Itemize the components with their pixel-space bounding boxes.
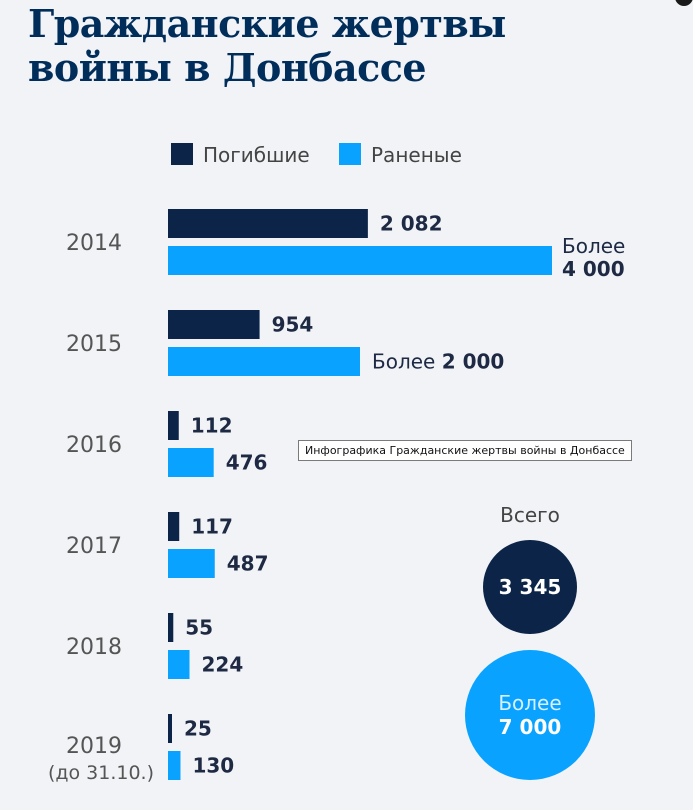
- data-label-wounded-2015: Более 2 000: [372, 350, 504, 374]
- data-label-killed-2018: 55: [185, 616, 213, 640]
- data-label-killed-2019: 25: [184, 717, 212, 741]
- bar-killed-2014: [168, 209, 368, 238]
- bar-killed-2019: [168, 714, 172, 743]
- corner-dot: [675, 0, 693, 6]
- year-label-2016: 2016: [66, 433, 122, 458]
- legend-swatch-wounded: [339, 143, 361, 165]
- year-label-2017: 2017: [66, 534, 122, 559]
- year-note-2019: (до 31.10.): [48, 762, 154, 784]
- bar-killed-2017: [168, 512, 180, 541]
- year-label-2018: 2018: [66, 635, 122, 660]
- data-label-wounded-2014: 4 000: [562, 257, 625, 281]
- year-label-2019: 2019: [66, 734, 122, 759]
- legend-label-killed: Погибшие: [203, 143, 310, 167]
- bar-wounded-2017: [168, 549, 215, 578]
- total-wounded-circle: Более 7 000: [465, 650, 595, 780]
- bar-wounded-2016: [168, 448, 214, 477]
- bar-killed-2016: [168, 411, 179, 440]
- data-label-killed-2016: 112: [191, 414, 233, 438]
- data-label-prefix-wounded-2014: Более: [562, 234, 625, 258]
- total-wounded-value: 7 000: [498, 715, 562, 739]
- bar-killed-2015: [168, 310, 260, 339]
- year-label-2014: 2014: [66, 231, 122, 256]
- bar-wounded-2019: [168, 751, 181, 780]
- year-label-2015: 2015: [66, 332, 122, 357]
- data-label-wounded-2016: 476: [226, 451, 268, 475]
- data-label-wounded-2019: 130: [192, 754, 234, 778]
- chart-title: Гражданские жертвы войны в Донбассе: [28, 1, 506, 90]
- bar-wounded-2015: [168, 347, 360, 376]
- data-label-value-wounded-2015: 2 000: [442, 350, 505, 374]
- legend-swatch-killed: [171, 143, 193, 165]
- data-label-killed-2017: 117: [191, 515, 233, 539]
- data-label-killed-2014: 2 082: [380, 212, 443, 236]
- data-label-wounded-2017: 487: [227, 552, 269, 576]
- data-label-wounded-2018: 224: [202, 653, 244, 677]
- total-killed-value: 3 345: [498, 575, 562, 599]
- data-label-killed-2015: 954: [272, 313, 314, 337]
- total-wounded-prefix: Более: [498, 691, 562, 715]
- bar-killed-2018: [168, 613, 174, 642]
- image-tooltip: Инфографика Гражданские жертвы войны в Д…: [298, 440, 632, 461]
- bar-wounded-2018: [168, 650, 190, 679]
- legend-label-wounded: Раненые: [371, 143, 462, 167]
- total-killed-circle: 3 345: [483, 540, 577, 634]
- bar-wounded-2014: [168, 246, 552, 275]
- total-label: Всего: [500, 503, 560, 527]
- data-label-prefix-wounded-2015: Более: [372, 350, 442, 374]
